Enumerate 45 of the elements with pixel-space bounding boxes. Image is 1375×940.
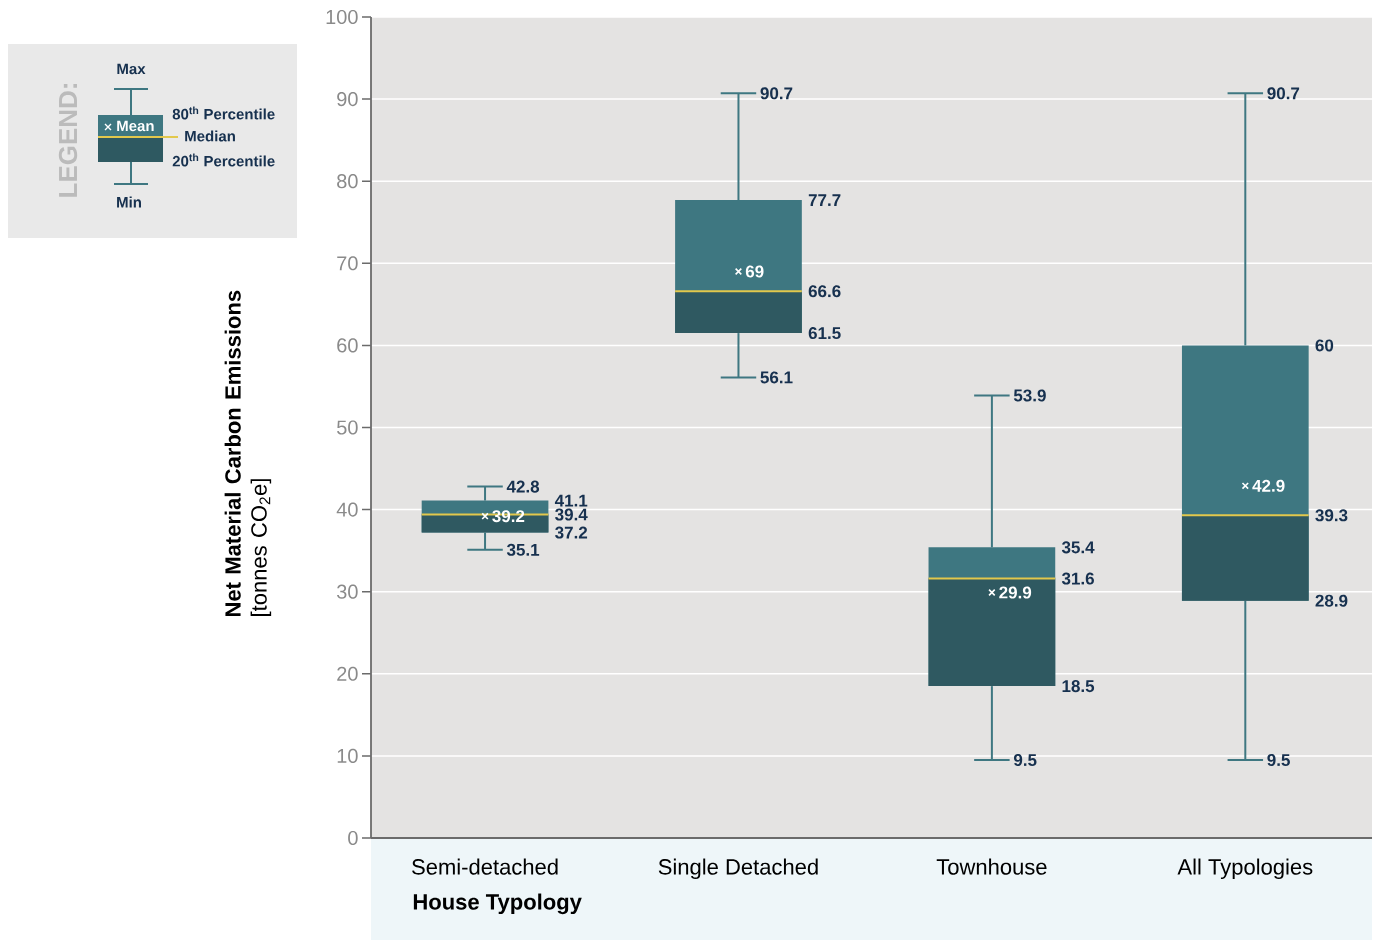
- annotation: 90.7: [1267, 87, 1300, 100]
- x-tick-label: All Typologies: [1177, 858, 1313, 880]
- y-tick-label: 100: [326, 9, 358, 25]
- annotation: 35.4: [1061, 541, 1095, 554]
- y-tick-label: 90: [337, 92, 358, 107]
- x-axis-title: House Typology: [413, 893, 582, 915]
- y-tick-label: 50: [337, 420, 358, 435]
- annotation: 69: [745, 265, 764, 278]
- text: Min: [117, 196, 141, 208]
- annotation: 61.5: [808, 327, 841, 340]
- annotation: 35.1: [506, 543, 540, 556]
- annotation: 90.7: [760, 87, 793, 100]
- annotation: 9.5: [1013, 753, 1037, 767]
- y-tick-label: 60: [337, 338, 358, 353]
- annotation: 66.6: [808, 285, 841, 298]
- y-tick-label: 10: [337, 748, 358, 763]
- y-tick-label: 70: [337, 256, 358, 271]
- x-tick-label: Townhouse: [936, 858, 1047, 875]
- y-tick-label: 40: [336, 502, 358, 517]
- annotation: 56.1: [760, 371, 793, 384]
- x-tick-label: Single Detached: [658, 858, 818, 880]
- text: Median: [185, 130, 235, 142]
- annotation: 39.3: [1315, 509, 1348, 522]
- y-tick-label: 80: [337, 174, 358, 189]
- y-tick-label: 0: [348, 830, 358, 846]
- annotation: 42.8: [506, 480, 540, 493]
- annotation: 41.1: [554, 494, 588, 507]
- y-tick-label: 30: [336, 584, 358, 599]
- annotation: 31.6: [1061, 572, 1094, 585]
- text: Max: [117, 63, 146, 75]
- annotation: 18.5: [1062, 680, 1095, 693]
- text: Mean: [117, 120, 154, 132]
- annotation: 29.9: [999, 586, 1032, 599]
- x-tick-label: Semi-detached: [412, 858, 558, 875]
- annotation: 39.4: [555, 508, 588, 521]
- annotation: 77.7: [808, 194, 841, 206]
- annotation: 60: [1315, 339, 1334, 352]
- annotation: 9.5: [1267, 753, 1290, 767]
- annotation: 53.9: [1013, 389, 1046, 402]
- annotation: 28.9: [1315, 594, 1348, 607]
- y-tick-label: 20: [337, 666, 358, 681]
- text: 80$^{th}$ Percentile: [172, 106, 275, 120]
- text: 20$^{th}$ Percentile: [172, 153, 275, 167]
- annotation: 42.9: [1252, 479, 1285, 492]
- annotation: 37.2: [555, 526, 588, 539]
